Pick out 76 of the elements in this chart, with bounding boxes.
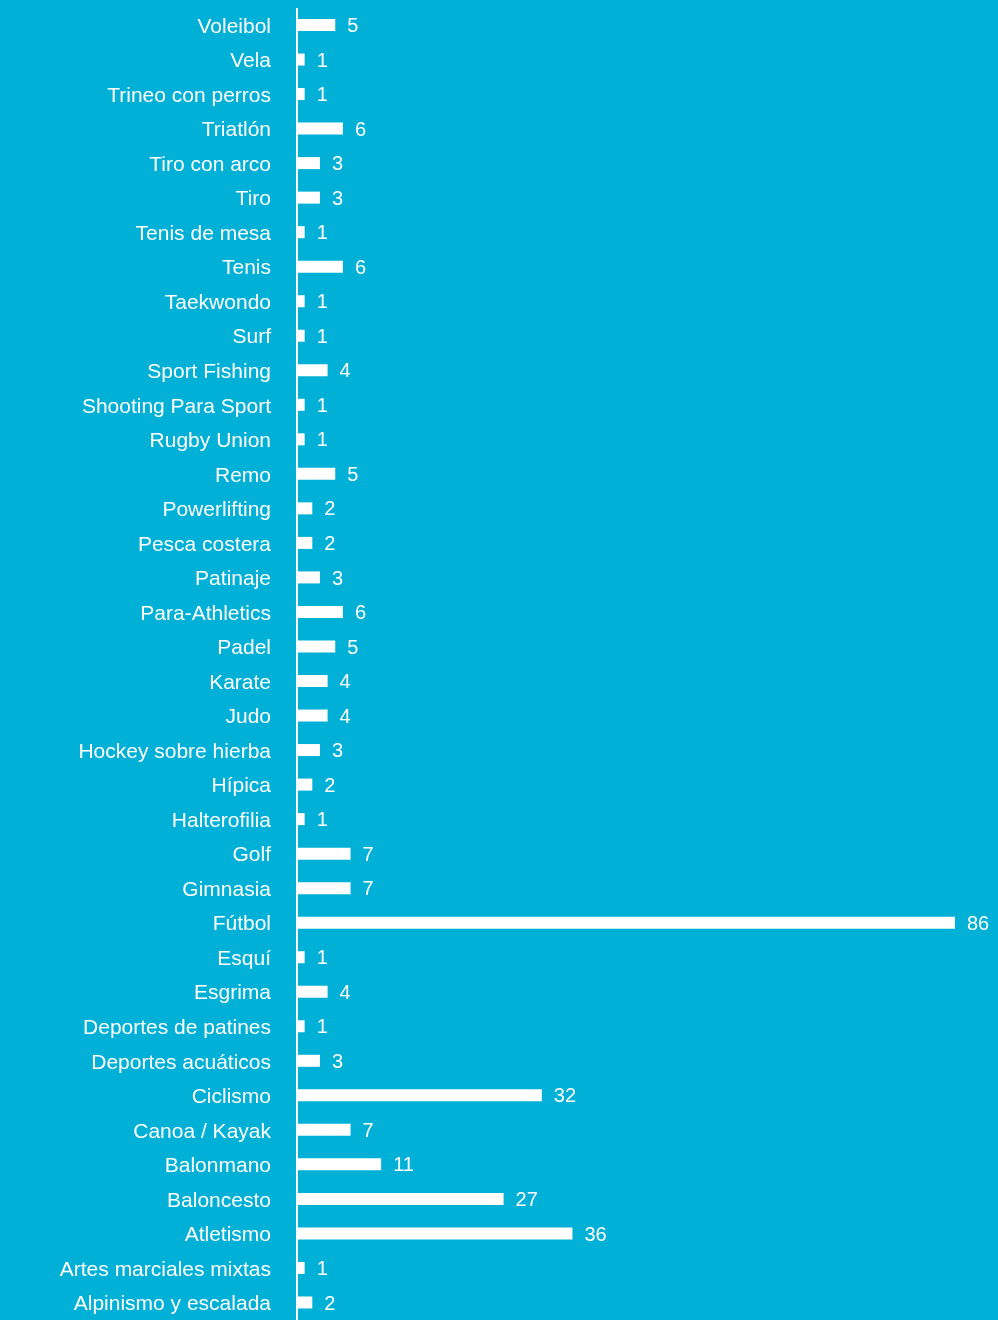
y-tick-label: Deportes acuáticos [91, 1049, 271, 1073]
y-tick-label: Pesca costera [137, 531, 272, 555]
data-label: 7 [362, 877, 374, 900]
data-label: 5 [347, 462, 359, 485]
y-tick-label: Voleibol [197, 13, 271, 37]
data-label: 5 [347, 635, 359, 658]
y-tick-label: Remo [214, 462, 271, 486]
y-tick-label: Judo [225, 704, 271, 728]
y-tick-label: Trineo con perros [107, 82, 271, 106]
data-label: 1 [316, 808, 328, 831]
data-label: 1 [316, 1257, 328, 1280]
y-tick-label: Taekwondo [164, 289, 271, 313]
y-tick-label: Tenis de mesa [135, 220, 272, 244]
y-tick-label: Patinaje [195, 566, 271, 590]
data-label: 1 [316, 393, 328, 416]
data-label: 1 [316, 48, 328, 71]
y-tick-label: Tiro [235, 186, 271, 210]
y-tick-label: Canoa / Kayak [133, 1118, 272, 1142]
data-label: 1 [316, 221, 328, 244]
data-label: 7 [362, 842, 374, 865]
data-label: 3 [331, 566, 344, 589]
data-label: 3 [331, 739, 344, 762]
data-label: 3 [331, 152, 344, 175]
data-label: 6 [354, 255, 367, 278]
y-tick-label: Padel [217, 635, 271, 659]
y-tick-label: Tenis [221, 255, 271, 279]
data-label: 2 [324, 1291, 336, 1314]
data-label: 32 [553, 1084, 577, 1107]
y-tick-label: Halterofilia [171, 807, 272, 831]
y-tick-label: Golf [232, 842, 272, 866]
y-tick-label: Gimnasia [182, 876, 272, 900]
data-label: 3 [331, 186, 344, 209]
y-tick-label: Esgrima [193, 980, 272, 1004]
data-label: 1 [316, 946, 328, 969]
data-label: 1 [316, 324, 328, 347]
data-label: 6 [354, 601, 367, 624]
y-tick-label: Alpinismo y escalada [73, 1291, 272, 1315]
y-tick-label: Balonmano [164, 1153, 271, 1177]
data-label: 11 [393, 1153, 414, 1176]
data-label: 2 [324, 531, 336, 554]
data-label: 1 [316, 428, 328, 451]
y-tick-label: Artes marciales mixtas [59, 1256, 271, 1280]
data-label: 86 [967, 911, 990, 934]
y-tick-label: Baloncesto [167, 1187, 271, 1211]
y-tick-label: Shooting Para Sport [81, 393, 272, 417]
data-label: 4 [339, 980, 351, 1003]
y-tick-label: Esquí [217, 945, 272, 969]
data-label: 36 [584, 1222, 607, 1245]
y-tick-label: Deportes de patines [83, 1014, 271, 1038]
y-tick-label: Ciclismo [191, 1084, 271, 1108]
data-label: 4 [339, 670, 351, 693]
y-tick-label: Vela [230, 48, 272, 72]
y-tick-label: Sport Fishing [147, 358, 271, 382]
y-tick-label: Fútbol [212, 911, 271, 935]
y-tick-label: Para-Athletics [140, 600, 271, 624]
data-label: 3 [331, 1049, 344, 1072]
data-label: 27 [515, 1187, 538, 1210]
y-tick-label: Surf [232, 324, 272, 348]
y-tick-label: Powerlifting [162, 497, 271, 521]
y-tick-label: Tiro con arco [149, 151, 271, 175]
data-label: 1 [316, 83, 328, 106]
y-tick-label: Karate [209, 669, 271, 693]
y-tick-label: Hípica [211, 773, 272, 797]
data-label: 6 [354, 117, 367, 140]
y-tick-label: Triatlón [201, 117, 271, 141]
data-label: 1 [316, 290, 328, 313]
y-tick-label: Atletismo [184, 1222, 271, 1246]
y-tick-label: Hockey sobre hierba [78, 738, 272, 762]
data-label: 2 [324, 773, 336, 796]
data-label: 4 [339, 359, 351, 382]
data-label: 2 [324, 497, 336, 520]
data-label: 5 [347, 14, 359, 37]
data-label: 7 [362, 1118, 374, 1141]
y-tick-label: Rugby Union [149, 428, 271, 452]
data-label: 4 [339, 704, 351, 727]
data-label: 1 [316, 1015, 328, 1038]
